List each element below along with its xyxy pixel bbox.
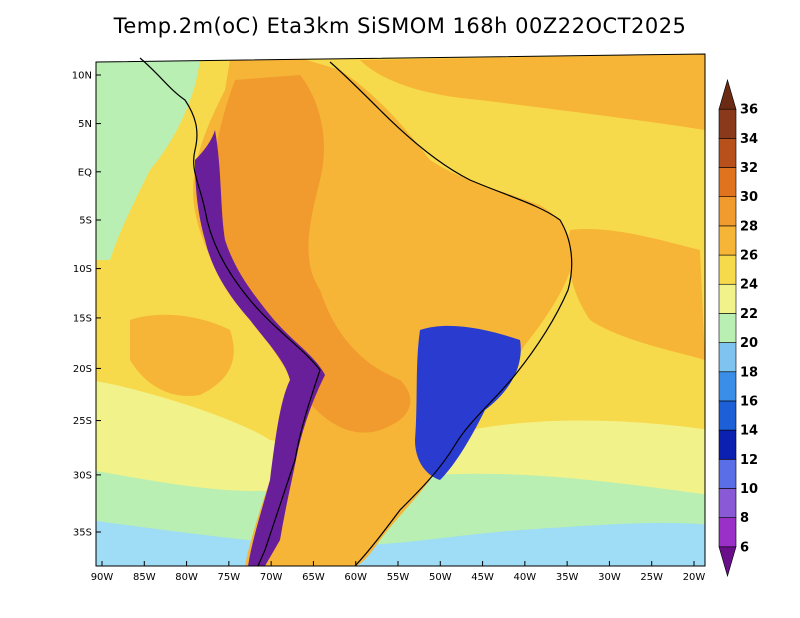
colorbar-label: 18 [740,365,758,380]
colorbar-label: 10 [740,482,758,497]
lon-tick-label: 55W [387,572,410,583]
colorbar-label: 28 [740,219,758,234]
lon-tick-label: 75W [218,572,241,583]
ocean-hot-patch [360,54,705,130]
colorbar-label: 8 [740,511,749,526]
lat-tick-label: 35S [73,528,92,539]
colorbar-label: 20 [740,336,758,351]
colorbar-bin [718,196,737,227]
colorbar-bin [718,78,737,110]
lat-tick-label: EQ [78,167,92,178]
colorbar-label: 36 [740,103,758,118]
andes-mountains [195,130,325,566]
lon-tick-label: 65W [302,572,325,583]
map-title: Temp.2m(oC) Eta3km SiSMOM 168h 00Z22OCT2… [113,14,687,38]
lon-tick-label: 80W [175,572,198,583]
map-frame [95,53,706,567]
lon-tick-label: 35W [556,572,579,583]
colorbar-bin [718,283,737,314]
temperature-field [96,54,705,566]
colorbar-bin [718,167,737,198]
colorbar-bin [718,371,737,402]
colorbar-bin [718,138,737,168]
lon-tick-label: 25W [640,572,663,583]
colorbar-bin [718,517,737,548]
colorbar-bin [718,488,737,518]
lon-tick-label: 30W [598,572,621,583]
longitude-axis: 90W 85W 80W 75W 70W 65W 60W 55W 50W 45W 40W 35W 30W 2… [91,561,706,583]
colorbar-bin [718,458,737,489]
coastline [139,57,573,567]
lon-tick-label: 90W [91,572,114,583]
lat-tick-label: 5N [78,119,92,130]
colorbar-label: 30 [740,190,758,205]
colorbar-bin [718,400,737,431]
ocean-field-west [96,60,200,260]
colorbar-label: 26 [740,249,758,264]
lat-tick-label: 30S [73,470,92,481]
ocean-hot-patch [130,314,234,396]
lat-tick-label: 25S [73,416,92,427]
lon-tick-label: 60W [344,572,367,583]
colorbar-bin [718,429,737,460]
ocean-hot-patch [568,229,705,360]
lon-tick-label: 50W [429,572,452,583]
colorbar-label: 34 [740,132,758,147]
colorbar-label: 6 [740,540,749,555]
lat-tick-label: 20S [73,364,92,375]
colorbar-bin [718,225,737,256]
southeast-cool-region [415,325,521,480]
lat-tick-label: 10S [73,264,92,275]
lon-tick-label: 45W [471,572,494,583]
lat-tick-label: 10N [72,71,92,82]
colorbar-bin [718,108,737,139]
ocean-field-cold [96,520,705,566]
colorbar: 6 8 10 12 14 16 18 20 22 24 26 28 30 32 34 36 [718,78,758,578]
lon-tick-label: 40W [514,572,537,583]
colorbar-bin [718,254,737,285]
colorbar-label: 32 [740,161,758,176]
colorbar-bin [718,546,737,578]
land-hot-region [210,75,411,433]
colorbar-label: 22 [740,307,758,322]
lon-tick-label: 85W [133,572,156,583]
latitude-axis: 10N 5N EQ 5S 10S 15S 20S 25S 30S 35S [72,71,101,539]
colorbar-label: 12 [740,453,758,468]
colorbar-label: 24 [740,278,758,293]
lat-tick-label: 15S [73,313,92,324]
lon-tick-label: 70W [260,572,283,583]
colorbar-label: 16 [740,394,758,409]
lon-tick-label: 20W [683,572,706,583]
lat-tick-label: 5S [79,216,92,227]
colorbar-bin [718,342,737,373]
colorbar-bin [718,313,737,343]
colorbar-label: 14 [740,424,758,439]
